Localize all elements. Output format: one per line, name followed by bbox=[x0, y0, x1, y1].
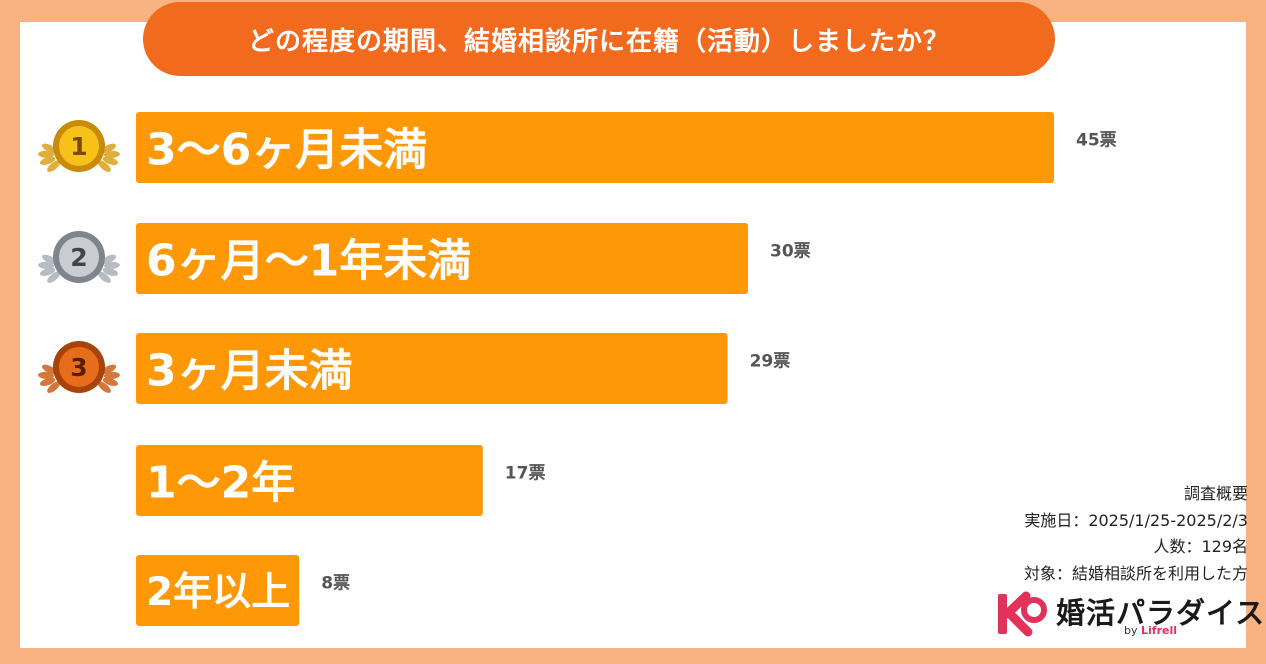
laurel-leaf-icon bbox=[47, 381, 61, 393]
brand-logo: 婚活パラダイス by Lifrell bbox=[994, 588, 1264, 644]
bar-category-label: 2年以上 bbox=[146, 570, 290, 615]
logo-name: 婚活パラダイス bbox=[1056, 596, 1266, 630]
medal-face bbox=[59, 347, 99, 387]
summary-period: 実施日：2025/1/25-2025/2/3 bbox=[1024, 510, 1248, 530]
laurel-leaf-icon bbox=[41, 364, 57, 375]
summary-count: 人数：129名 bbox=[1153, 537, 1248, 556]
laurel-leaf-icon bbox=[39, 377, 56, 386]
bar bbox=[136, 112, 1054, 183]
logo-brand: Lifrell bbox=[1141, 624, 1177, 637]
bar-value-label: 29票 bbox=[750, 352, 791, 372]
bar-category-label: 6ヶ月〜1年未満 bbox=[146, 236, 471, 287]
laurel-leaf-icon bbox=[38, 150, 55, 159]
laurel-leaf-icon bbox=[38, 261, 55, 270]
bar-category-label: 3ヶ月未満 bbox=[146, 346, 353, 397]
laurel-leaf-icon bbox=[41, 254, 57, 265]
laurel-leaf-icon bbox=[47, 160, 61, 172]
summary-heading: 調査概要 bbox=[1183, 484, 1248, 503]
laurel-leaf-icon bbox=[39, 267, 56, 276]
bar-value-label: 8票 bbox=[321, 574, 350, 594]
bar bbox=[136, 555, 300, 626]
laurel-leaf-icon bbox=[102, 156, 119, 165]
laurel-leaf-icon bbox=[102, 377, 119, 386]
laurel-leaf-icon bbox=[97, 381, 111, 393]
bar-value-label: 30票 bbox=[770, 242, 811, 262]
survey-summary: 調査概要 実施日：2025/1/25-2025/2/3 人数：129名 対象：結… bbox=[1024, 481, 1248, 587]
laurel-leaf-icon bbox=[47, 271, 61, 283]
logo-mark-icon bbox=[998, 591, 1047, 637]
bar-category-label: 1〜2年 bbox=[146, 458, 295, 509]
laurel-leaf-icon bbox=[101, 143, 117, 154]
laurel-leaf-icon bbox=[103, 261, 120, 270]
chart-title: どの程度の期間、結婚相談所に在籍（活動）しましたか？ bbox=[143, 2, 1055, 76]
logo-byline: by Lifrell bbox=[1124, 624, 1177, 637]
bar bbox=[136, 445, 483, 516]
medal-face bbox=[59, 126, 99, 166]
laurel-leaf-icon bbox=[103, 371, 120, 380]
laurel-leaf-icon bbox=[97, 271, 111, 283]
medal-rank-number: 3 bbox=[70, 353, 87, 382]
bar-value-label: 17票 bbox=[505, 464, 546, 484]
laurel-leaf-icon bbox=[41, 143, 57, 154]
summary-target: 対象：結婚相談所を利用した方 bbox=[1023, 563, 1248, 583]
laurel-leaf-icon bbox=[101, 254, 117, 265]
bar-category-label: 3〜6ヶ月未満 bbox=[146, 125, 427, 176]
laurel-leaf-icon bbox=[101, 364, 117, 375]
medal-rank-number: 1 bbox=[70, 132, 87, 161]
logo-by: by bbox=[1124, 624, 1138, 637]
laurel-leaf-icon bbox=[103, 150, 120, 159]
bar bbox=[136, 223, 748, 294]
laurel-leaf-icon bbox=[38, 371, 55, 380]
bar-value-label: 45票 bbox=[1076, 131, 1117, 151]
laurel-leaf-icon bbox=[39, 156, 56, 165]
laurel-leaf-icon bbox=[102, 267, 119, 276]
laurel-leaf-icon bbox=[97, 160, 111, 172]
bar bbox=[136, 333, 728, 404]
medal-face bbox=[59, 237, 99, 277]
medal-rank-number: 2 bbox=[70, 243, 87, 272]
